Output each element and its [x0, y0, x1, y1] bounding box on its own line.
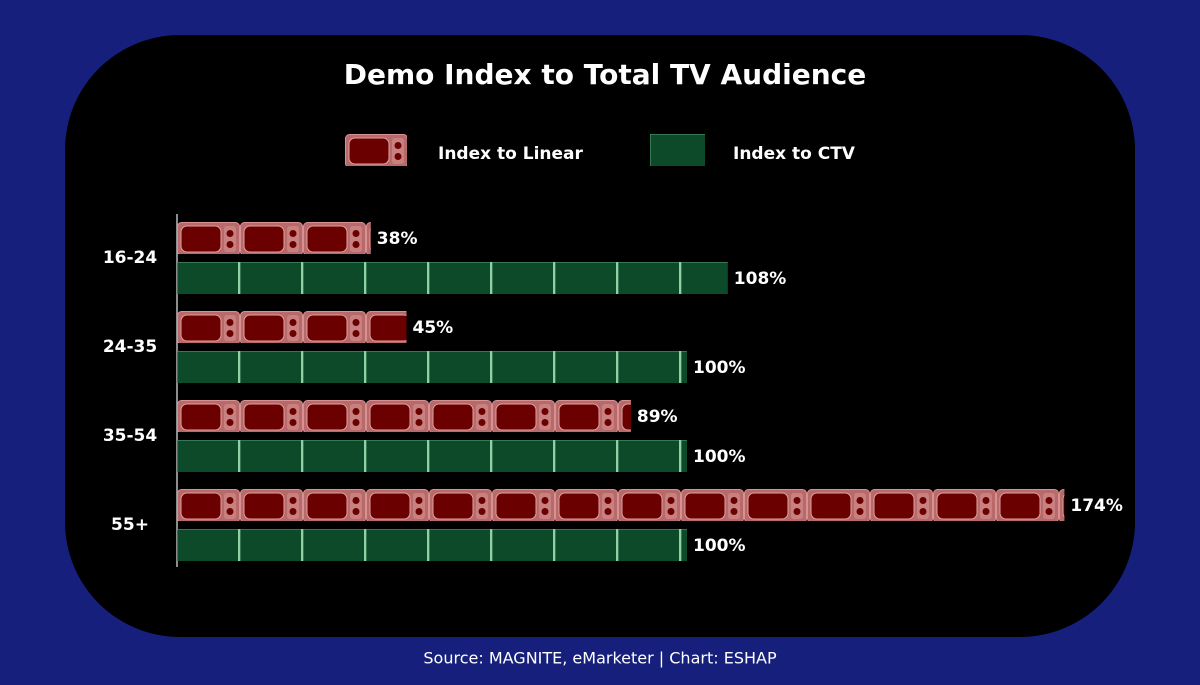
legend-swatch — [650, 134, 705, 166]
bar — [177, 262, 728, 294]
y-tick-label: 35-54 — [103, 426, 158, 446]
value-label: 108% — [734, 269, 787, 289]
value-label: 174% — [1070, 496, 1123, 516]
bar — [177, 351, 687, 383]
chart-title: Demo Index to Total TV Audience — [344, 58, 866, 91]
value-label: 100% — [693, 536, 746, 556]
bar — [177, 440, 687, 472]
legend-swatch — [345, 134, 407, 166]
y-tick-label: 55+ — [111, 515, 149, 535]
value-label: 45% — [413, 318, 454, 338]
panel — [65, 35, 1135, 637]
legend-label: Index to CTV — [733, 144, 856, 164]
bar — [177, 400, 631, 432]
value-label: 100% — [693, 358, 746, 378]
y-tick-label: 16-24 — [103, 248, 158, 268]
legend-label: Index to Linear — [438, 144, 583, 164]
source: Source: MAGNITE, eMarketer | Chart: ESHA… — [423, 649, 777, 668]
value-label: 38% — [377, 229, 418, 249]
value-label: 89% — [637, 407, 678, 427]
bar — [177, 529, 687, 561]
y-tick-label: 24-35 — [103, 337, 157, 357]
bar — [177, 311, 407, 343]
bar — [177, 489, 1065, 521]
bar — [177, 222, 371, 254]
value-label: 100% — [693, 447, 746, 467]
